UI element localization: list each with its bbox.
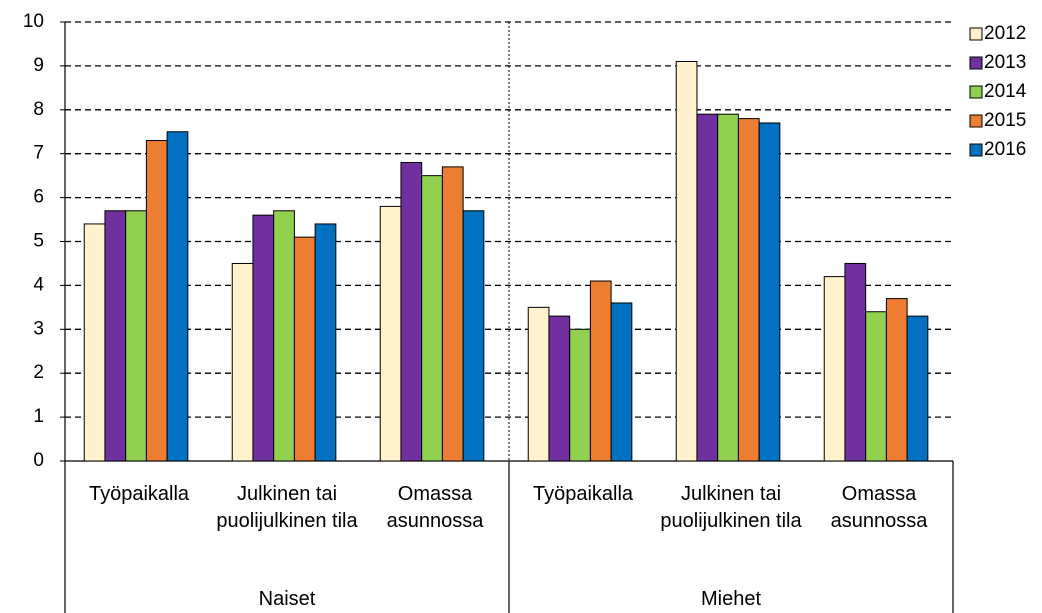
bar [145, 140, 168, 462]
x-tick-label: Omassa asunnossa [830, 483, 928, 532]
bar [737, 118, 760, 462]
bar [589, 280, 612, 462]
bar [717, 113, 739, 462]
bar [885, 298, 908, 462]
x-tick-label: Omassa asunnossa [386, 483, 484, 532]
bar [462, 210, 485, 462]
bar [844, 262, 867, 462]
y-tick-label: 1 [33, 406, 44, 427]
bar [675, 61, 698, 462]
y-tick-label: 0 [33, 450, 44, 471]
bar [610, 302, 633, 462]
x-tick-label: Julkinen tai puolijulkinen tila [216, 483, 358, 532]
legend-label: 2016 [984, 139, 1026, 160]
x-tick-label: Työpaikalla [88, 483, 190, 505]
bar [823, 276, 846, 462]
legend-swatch [969, 27, 983, 41]
y-tick-label: 5 [33, 231, 44, 252]
y-tick-label: 4 [33, 274, 44, 295]
bar [548, 315, 571, 462]
bar [293, 236, 316, 462]
y-tick-label: 7 [33, 143, 44, 164]
y-tick-label: 2 [33, 362, 44, 383]
x-tick-label: Julkinen tai puolijulkinen tila [660, 483, 802, 532]
y-tick-label: 3 [33, 318, 44, 339]
bar [125, 210, 147, 462]
x-tick-label: Työpaikalla [532, 483, 634, 505]
legend-swatch [969, 114, 983, 128]
legend-label: 2015 [984, 110, 1026, 131]
bar [83, 223, 106, 462]
legend-swatch [969, 85, 983, 99]
y-tick-label: 6 [33, 187, 44, 208]
bar [421, 175, 443, 462]
y-tick-label: 10 [23, 11, 44, 32]
bar [441, 166, 464, 462]
bar [231, 262, 254, 462]
bar [527, 306, 550, 462]
bar [865, 311, 887, 462]
group-label: Miehet [700, 588, 762, 610]
bar [314, 223, 337, 462]
bar [273, 210, 295, 462]
group-label: Naiset [258, 588, 316, 610]
y-tick-label: 9 [33, 55, 44, 76]
bar [906, 315, 929, 462]
bar [252, 214, 275, 462]
bar [400, 161, 423, 462]
bar [569, 328, 591, 462]
legend-swatch [969, 56, 983, 70]
legend-label: 2013 [984, 52, 1026, 73]
bar [379, 205, 402, 462]
bar [104, 210, 127, 462]
bar [166, 131, 189, 462]
bar [758, 122, 781, 462]
legend-label: 2012 [984, 23, 1026, 44]
y-tick-label: 8 [33, 99, 44, 120]
legend-swatch [969, 143, 983, 157]
legend-label: 2014 [984, 81, 1027, 102]
bar [696, 113, 719, 462]
